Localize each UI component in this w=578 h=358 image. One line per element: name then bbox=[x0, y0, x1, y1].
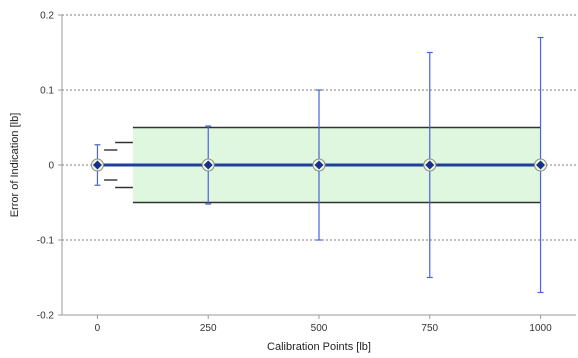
x-tick-label: 500 bbox=[311, 323, 328, 334]
x-tick-label: 250 bbox=[200, 323, 217, 334]
data-point-marker bbox=[536, 160, 546, 170]
y-axis-ticks: -0.2 -0.1 0 0.1 0.2 bbox=[37, 11, 62, 322]
data-point-marker bbox=[203, 160, 213, 170]
data-point bbox=[534, 158, 548, 172]
x-tick-label: 0 bbox=[95, 323, 101, 334]
data-point bbox=[423, 158, 437, 172]
y-tick-label: 0.1 bbox=[40, 86, 54, 97]
data-point bbox=[90, 158, 104, 172]
y-tick-label: -0.2 bbox=[37, 311, 55, 322]
data-points bbox=[90, 158, 548, 172]
x-axis-title: Calibration Points [lb] bbox=[267, 341, 371, 353]
data-point bbox=[312, 158, 326, 172]
data-point bbox=[201, 158, 215, 172]
y-tick-label: 0 bbox=[48, 161, 54, 172]
x-tick-label: 750 bbox=[421, 323, 438, 334]
data-point-marker bbox=[314, 160, 324, 170]
y-tick-label: 0.2 bbox=[40, 11, 54, 22]
data-point-marker bbox=[425, 160, 435, 170]
x-axis-ticks: 0 250 500 750 1000 bbox=[95, 315, 552, 334]
tolerance-steps bbox=[104, 141, 133, 189]
data-point-marker bbox=[92, 160, 102, 170]
y-tick-label: -0.1 bbox=[37, 236, 55, 247]
y-axis-title: Error of Indication [lb] bbox=[9, 113, 21, 218]
x-tick-label: 1000 bbox=[529, 323, 552, 334]
